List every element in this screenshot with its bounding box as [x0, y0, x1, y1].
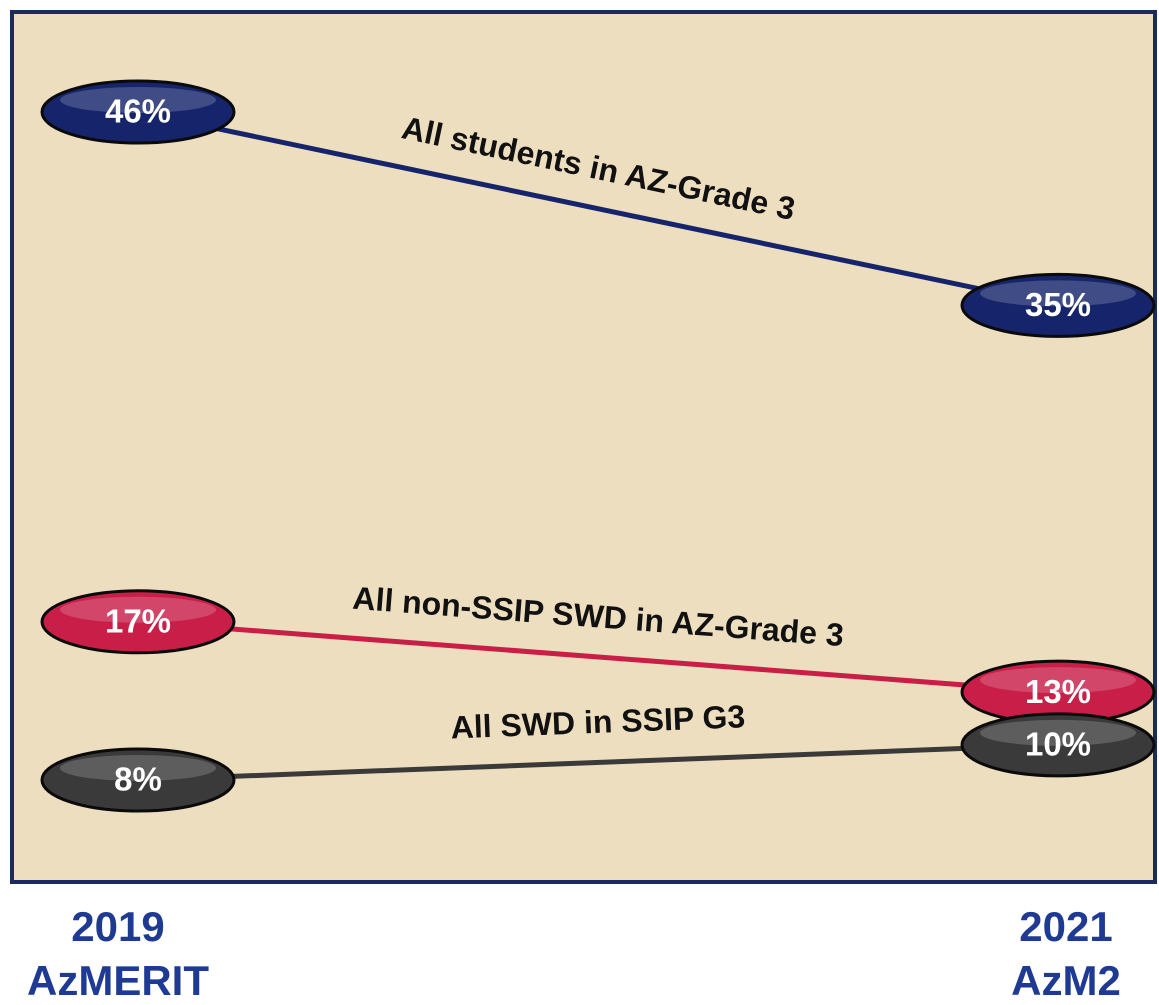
- value-pill: [960, 712, 1156, 778]
- value-pill: [960, 272, 1156, 338]
- value-label: 17%: [105, 603, 171, 640]
- x-category-sublabel: AzM2: [1011, 957, 1121, 1004]
- value-label: 46%: [105, 93, 171, 130]
- x-category-sublabel: AzMERIT: [27, 957, 209, 1004]
- value-label: 8%: [114, 761, 162, 798]
- slope-line: [137, 742, 1059, 783]
- value-pill: [40, 747, 236, 813]
- value-label: 10%: [1025, 726, 1091, 763]
- slope-line: [137, 109, 1059, 308]
- value-pill: [40, 589, 236, 655]
- x-category-label: 2021: [1019, 903, 1112, 950]
- pill-gloss: [60, 755, 216, 781]
- slope-line: [137, 619, 1059, 695]
- value-pill: [40, 79, 236, 145]
- pill-gloss: [60, 596, 216, 623]
- x-category-label: 2019: [71, 903, 164, 950]
- value-label: 35%: [1025, 286, 1091, 323]
- pill-gloss: [980, 667, 1136, 694]
- pill-gloss: [60, 87, 216, 113]
- pill-gloss: [980, 719, 1136, 746]
- value-label: 13%: [1025, 673, 1091, 710]
- pill-gloss: [980, 280, 1136, 307]
